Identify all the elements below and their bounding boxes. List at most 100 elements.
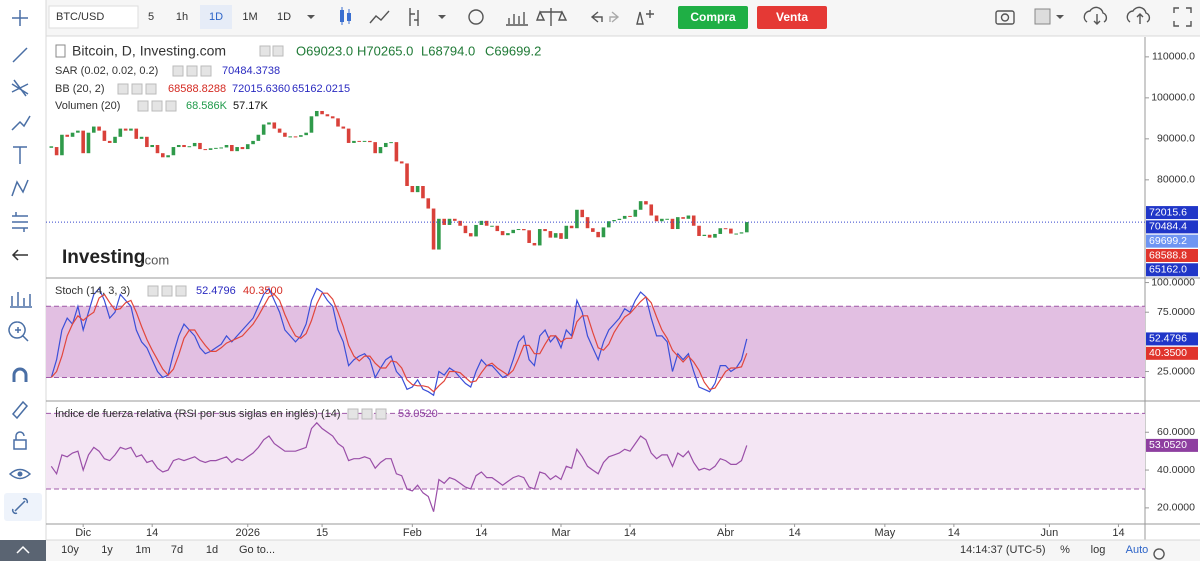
layout-icon[interactable] xyxy=(1034,8,1051,25)
watermark-suffix: .com xyxy=(141,252,169,267)
range-button[interactable]: 7d xyxy=(171,544,183,556)
candle xyxy=(654,215,659,222)
sell-button[interactable] xyxy=(757,6,827,29)
buy-label[interactable]: Compra xyxy=(690,10,736,24)
settings-icon[interactable] xyxy=(1153,548,1165,560)
crosshair-tool[interactable] xyxy=(12,10,28,26)
legend-button[interactable] xyxy=(175,285,187,297)
sell-label[interactable]: Venta xyxy=(776,10,808,24)
visibility-tool[interactable] xyxy=(8,468,32,480)
legend-button[interactable] xyxy=(165,100,177,112)
interval[interactable]: 1M xyxy=(242,11,257,23)
legend-button[interactable] xyxy=(361,408,373,420)
candle xyxy=(660,218,664,222)
cloud-download-icon[interactable] xyxy=(1083,6,1108,25)
line-icon[interactable] xyxy=(369,10,390,24)
legend-button[interactable] xyxy=(117,83,129,95)
candle xyxy=(622,215,627,219)
candle xyxy=(484,220,489,226)
collapse-icon xyxy=(16,545,30,554)
range-button[interactable]: 1d xyxy=(206,544,218,556)
legend-button[interactable] xyxy=(145,83,157,95)
buy-button[interactable] xyxy=(678,6,748,29)
dropdown-icon[interactable] xyxy=(307,15,315,19)
interval[interactable]: 1D xyxy=(209,11,223,23)
symbol[interactable]: BTC/USD xyxy=(56,11,104,23)
compare-icon[interactable] xyxy=(535,8,568,26)
candle xyxy=(368,140,372,143)
range-button[interactable]: 1m xyxy=(135,544,150,556)
x-tick-label: 14 xyxy=(624,527,636,539)
y-tick-label: 90000.0 xyxy=(1157,133,1195,145)
fib-tool[interactable] xyxy=(12,212,28,232)
brush-tool[interactable] xyxy=(11,115,31,131)
back-tool[interactable] xyxy=(11,249,28,261)
legend-button[interactable] xyxy=(200,65,212,77)
range-button[interactable]: 1y xyxy=(101,544,113,556)
trendline-tool[interactable] xyxy=(12,47,28,63)
percent-toggle[interactable]: % xyxy=(1060,544,1070,556)
legend-button[interactable] xyxy=(131,83,143,95)
plots: Dic 14 2026 15 Feb 14 Mar 14 Abr 14 May 14 Jun 14 1100… xyxy=(46,51,1198,539)
cloud-upload-icon[interactable] xyxy=(1126,6,1151,24)
y-tick-label: 100.0000 xyxy=(1151,276,1195,288)
link-tool-active[interactable] xyxy=(4,493,42,521)
interval[interactable]: 1D xyxy=(277,11,291,23)
candle xyxy=(463,225,468,234)
candle xyxy=(134,128,139,139)
log-toggle[interactable]: log xyxy=(1091,544,1106,556)
legend-button[interactable] xyxy=(172,65,184,77)
interval[interactable]: 1h xyxy=(176,11,188,23)
legend-button[interactable] xyxy=(137,100,149,112)
alert-icon[interactable] xyxy=(636,10,654,25)
price-tag xyxy=(1146,206,1198,220)
x-tick-label: Dic xyxy=(75,527,91,539)
redo-icon[interactable] xyxy=(609,11,620,23)
dropdown-icon[interactable] xyxy=(438,15,446,19)
gann-tool[interactable] xyxy=(11,79,29,97)
zoom-tool[interactable] xyxy=(8,321,29,342)
fullscreen-icon[interactable] xyxy=(1173,7,1192,27)
ohlc-close: C69699.2 xyxy=(485,43,541,58)
interval[interactable]: 5 xyxy=(148,11,154,23)
indicator-value: 65162.0215 xyxy=(292,83,350,95)
undo-icon[interactable] xyxy=(590,11,603,23)
legend-button[interactable] xyxy=(147,285,159,297)
legend-button[interactable] xyxy=(259,45,271,57)
indicator-icon[interactable] xyxy=(409,8,419,26)
price-tag xyxy=(1146,248,1198,262)
candle xyxy=(107,140,112,143)
legend-button[interactable] xyxy=(186,65,198,77)
legend-button[interactable] xyxy=(161,285,173,297)
legend-button[interactable] xyxy=(151,100,163,112)
legend-button[interactable] xyxy=(375,408,387,420)
lock-tool[interactable] xyxy=(13,431,27,450)
drawing-sidebar xyxy=(0,0,47,561)
legend-button[interactable] xyxy=(272,45,284,57)
candle xyxy=(176,144,181,148)
collapse-icon[interactable] xyxy=(55,44,66,58)
measure-tool[interactable] xyxy=(10,292,32,308)
range-button[interactable]: 10y xyxy=(61,544,79,556)
text-tool[interactable] xyxy=(13,146,27,164)
settings-icon[interactable] xyxy=(468,9,484,25)
pattern-tool[interactable] xyxy=(11,179,29,197)
dropdown-icon[interactable] xyxy=(1056,15,1064,19)
candle xyxy=(54,147,59,156)
camera-icon[interactable] xyxy=(995,10,1015,25)
goto-button[interactable]: Go to... xyxy=(239,544,275,556)
candle-icon[interactable] xyxy=(340,7,351,25)
x-tick-label: 14 xyxy=(948,527,960,539)
y-tick-label: 25.0000 xyxy=(1157,365,1195,377)
candle xyxy=(299,135,303,137)
collapse-button[interactable] xyxy=(0,540,46,561)
y-tick-label: 110000.0 xyxy=(1152,51,1195,63)
auto-toggle[interactable]: Auto xyxy=(1126,544,1149,556)
symbol-box[interactable] xyxy=(48,5,139,29)
legend-button[interactable] xyxy=(347,408,359,420)
candle xyxy=(399,161,404,164)
candle xyxy=(261,124,266,135)
magnet-tool[interactable] xyxy=(12,367,28,382)
lock-draw-tool[interactable] xyxy=(11,400,29,420)
studies-icon[interactable] xyxy=(506,12,528,26)
